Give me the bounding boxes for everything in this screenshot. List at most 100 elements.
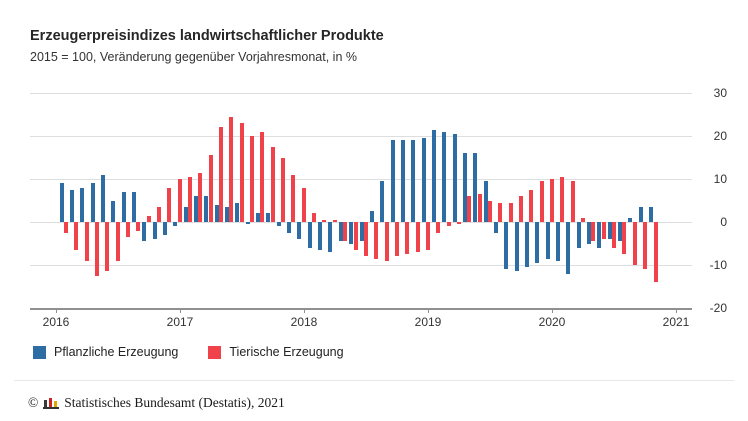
x-axis-label-2021: 2021 (662, 315, 690, 329)
bar-pflanzliche-erzeugung (235, 202, 240, 222)
destatis-logo-icon (43, 397, 60, 409)
bar-tierische-erzeugung (467, 196, 472, 222)
bar-pflanzliche-erzeugung (452, 133, 457, 222)
bar-tierische-erzeugung (643, 222, 648, 270)
bar-tierische-erzeugung (384, 222, 389, 261)
bar-pflanzliche-erzeugung (276, 222, 281, 227)
bar-tierische-erzeugung (229, 116, 234, 222)
bar-pflanzliche-erzeugung (204, 196, 209, 222)
bar-pflanzliche-erzeugung (121, 191, 126, 222)
bar-tierische-erzeugung (488, 200, 492, 222)
x-axis-tick-2020 (552, 308, 553, 313)
bar-tierische-erzeugung (187, 176, 192, 222)
bar-tierische-erzeugung (322, 219, 327, 222)
bar-pflanzliche-erzeugung (545, 222, 550, 259)
bar-tierische-erzeugung (177, 179, 182, 222)
bar-pflanzliche-erzeugung (359, 222, 364, 242)
bar-pflanzliche-erzeugung (576, 222, 581, 248)
bar-pflanzliche-erzeugung (390, 140, 395, 222)
bar-tierische-erzeugung (167, 187, 172, 222)
bar-tierische-erzeugung (570, 181, 575, 222)
legend: Pflanzliche Erzeugung Tierische Erzeugun… (33, 345, 344, 359)
bar-pflanzliche-erzeugung (649, 206, 654, 222)
bar-pflanzliche-erzeugung (297, 222, 302, 240)
bar-tierische-erzeugung (208, 155, 213, 222)
bar-pflanzliche-erzeugung (338, 222, 343, 242)
bar-tierische-erzeugung (550, 179, 555, 222)
bar-tierische-erzeugung (394, 222, 399, 257)
x-axis-tick-2019 (428, 308, 429, 313)
bar-pflanzliche-erzeugung (442, 131, 447, 222)
y-axis-label-10: 10 (713, 172, 727, 186)
copyright: © Statistisches Bundesamt (Destatis), 20… (28, 395, 285, 411)
x-axis-tick-2016 (56, 308, 57, 313)
bar-pflanzliche-erzeugung (214, 204, 219, 222)
bar-pflanzliche-erzeugung (566, 222, 571, 274)
bar-tierische-erzeugung (105, 222, 110, 272)
bar-pflanzliche-erzeugung (111, 200, 116, 222)
bar-pflanzliche-erzeugung (173, 222, 178, 227)
bar-tierische-erzeugung (125, 222, 130, 238)
bar-tierische-erzeugung (260, 131, 265, 222)
gridline--10 (30, 265, 692, 266)
gridline-10 (30, 179, 692, 180)
bar-tierische-erzeugung (291, 174, 296, 222)
chart-title: Erzeugerpreisindizes landwirtschaftliche… (30, 28, 384, 44)
x-axis-label-2017: 2017 (166, 315, 194, 329)
x-axis-line (30, 308, 692, 310)
bar-tierische-erzeugung (136, 222, 141, 231)
bar-tierische-erzeugung (560, 176, 565, 222)
bar-tierische-erzeugung (74, 222, 79, 250)
bar-tierische-erzeugung (301, 187, 306, 222)
bar-pflanzliche-erzeugung (411, 140, 416, 222)
bar-tierische-erzeugung (456, 222, 461, 225)
bar-pflanzliche-erzeugung (90, 183, 95, 222)
gridline-20 (30, 136, 692, 137)
bar-pflanzliche-erzeugung (152, 222, 157, 240)
bar-pflanzliche-erzeugung (80, 187, 85, 222)
legend-label: Pflanzliche Erzeugung (54, 345, 179, 359)
bar-pflanzliche-erzeugung (59, 183, 64, 222)
legend-swatch-blue-icon (33, 345, 46, 359)
y-axis-label-0: 0 (720, 215, 727, 229)
y-axis-label-30: 30 (713, 86, 727, 100)
bar-pflanzliche-erzeugung (131, 191, 136, 222)
bar-tierische-erzeugung (156, 206, 161, 222)
legend-item-tierische: Tierische Erzeugung (208, 345, 344, 359)
bar-tierische-erzeugung (312, 213, 317, 222)
bar-pflanzliche-erzeugung (597, 222, 602, 248)
legend-item-pflanzliche: Pflanzliche Erzeugung (33, 345, 178, 359)
bar-tierische-erzeugung (115, 222, 120, 261)
bar-tierische-erzeugung (591, 222, 596, 242)
x-axis-tick-2017 (180, 308, 181, 313)
bar-tierische-erzeugung (539, 181, 544, 222)
x-axis-label-2016: 2016 (42, 315, 70, 329)
bar-pflanzliche-erzeugung (607, 222, 612, 240)
bar-tierische-erzeugung (281, 157, 286, 222)
bar-pflanzliche-erzeugung (462, 153, 467, 222)
bar-tierische-erzeugung (353, 222, 358, 250)
bar-tierische-erzeugung (653, 222, 658, 283)
bar-tierische-erzeugung (622, 222, 627, 255)
bar-pflanzliche-erzeugung (369, 211, 374, 222)
bar-pflanzliche-erzeugung (638, 206, 643, 222)
bar-pflanzliche-erzeugung (318, 222, 323, 250)
bar-pflanzliche-erzeugung (307, 222, 312, 248)
bar-tierische-erzeugung (363, 222, 368, 257)
bar-pflanzliche-erzeugung (328, 222, 333, 253)
bar-pflanzliche-erzeugung (473, 153, 478, 222)
bar-tierische-erzeugung (270, 146, 275, 222)
bar-pflanzliche-erzeugung (245, 222, 250, 225)
bar-pflanzliche-erzeugung (587, 222, 592, 244)
x-axis-label-2019: 2019 (414, 315, 442, 329)
bar-pflanzliche-erzeugung (556, 222, 561, 261)
bar-tierische-erzeugung (239, 123, 244, 222)
bar-pflanzliche-erzeugung (514, 222, 519, 272)
bar-tierische-erzeugung (250, 136, 255, 222)
bar-pflanzliche-erzeugung (349, 222, 354, 244)
bar-pflanzliche-erzeugung (431, 129, 436, 222)
bar-tierische-erzeugung (601, 222, 606, 240)
bar-tierische-erzeugung (219, 127, 224, 222)
bar-pflanzliche-erzeugung (287, 222, 292, 233)
